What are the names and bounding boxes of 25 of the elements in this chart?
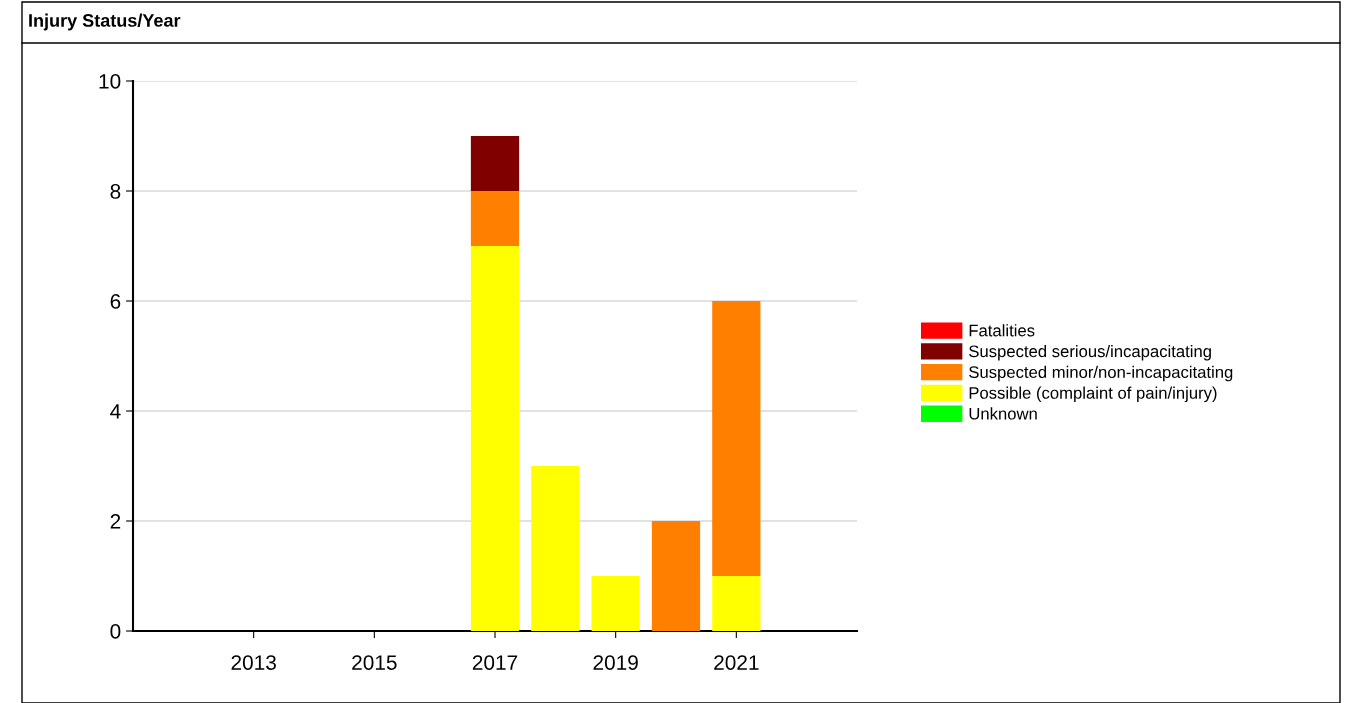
bar: [591, 576, 640, 631]
bar: [470, 136, 520, 191]
legend-label: Unknown: [969, 407, 1037, 420]
bar: [712, 301, 761, 576]
legend-label: Suspected minor/non-incapacitating: [969, 365, 1233, 382]
legend-label: Possible (complaint of pain/injury): [969, 386, 1217, 403]
x-tick-label: 2021: [714, 655, 759, 670]
x-tick-label: 2013: [231, 655, 276, 670]
y-tick-label: 2: [110, 514, 121, 529]
x-tick-label: 2017: [472, 655, 518, 670]
bar: [531, 466, 580, 631]
y-tick-label: 8: [110, 184, 121, 199]
y-tick-label: 0: [110, 624, 121, 639]
bar: [651, 521, 701, 631]
y-tick-label: 4: [110, 404, 121, 419]
bar: [470, 191, 520, 246]
legend-label: Fatalities: [969, 324, 1035, 337]
y-tick-label: 6: [110, 294, 121, 309]
chart-title: Injury Status/Year: [29, 13, 181, 31]
y-tick-label: 10: [99, 74, 121, 89]
legend-label: Suspected serious/incapacitating: [969, 344, 1211, 361]
x-tick-label: 2019: [593, 655, 638, 670]
bar: [470, 246, 520, 631]
x-tick-label: 2015: [352, 655, 397, 670]
bar: [712, 576, 761, 631]
